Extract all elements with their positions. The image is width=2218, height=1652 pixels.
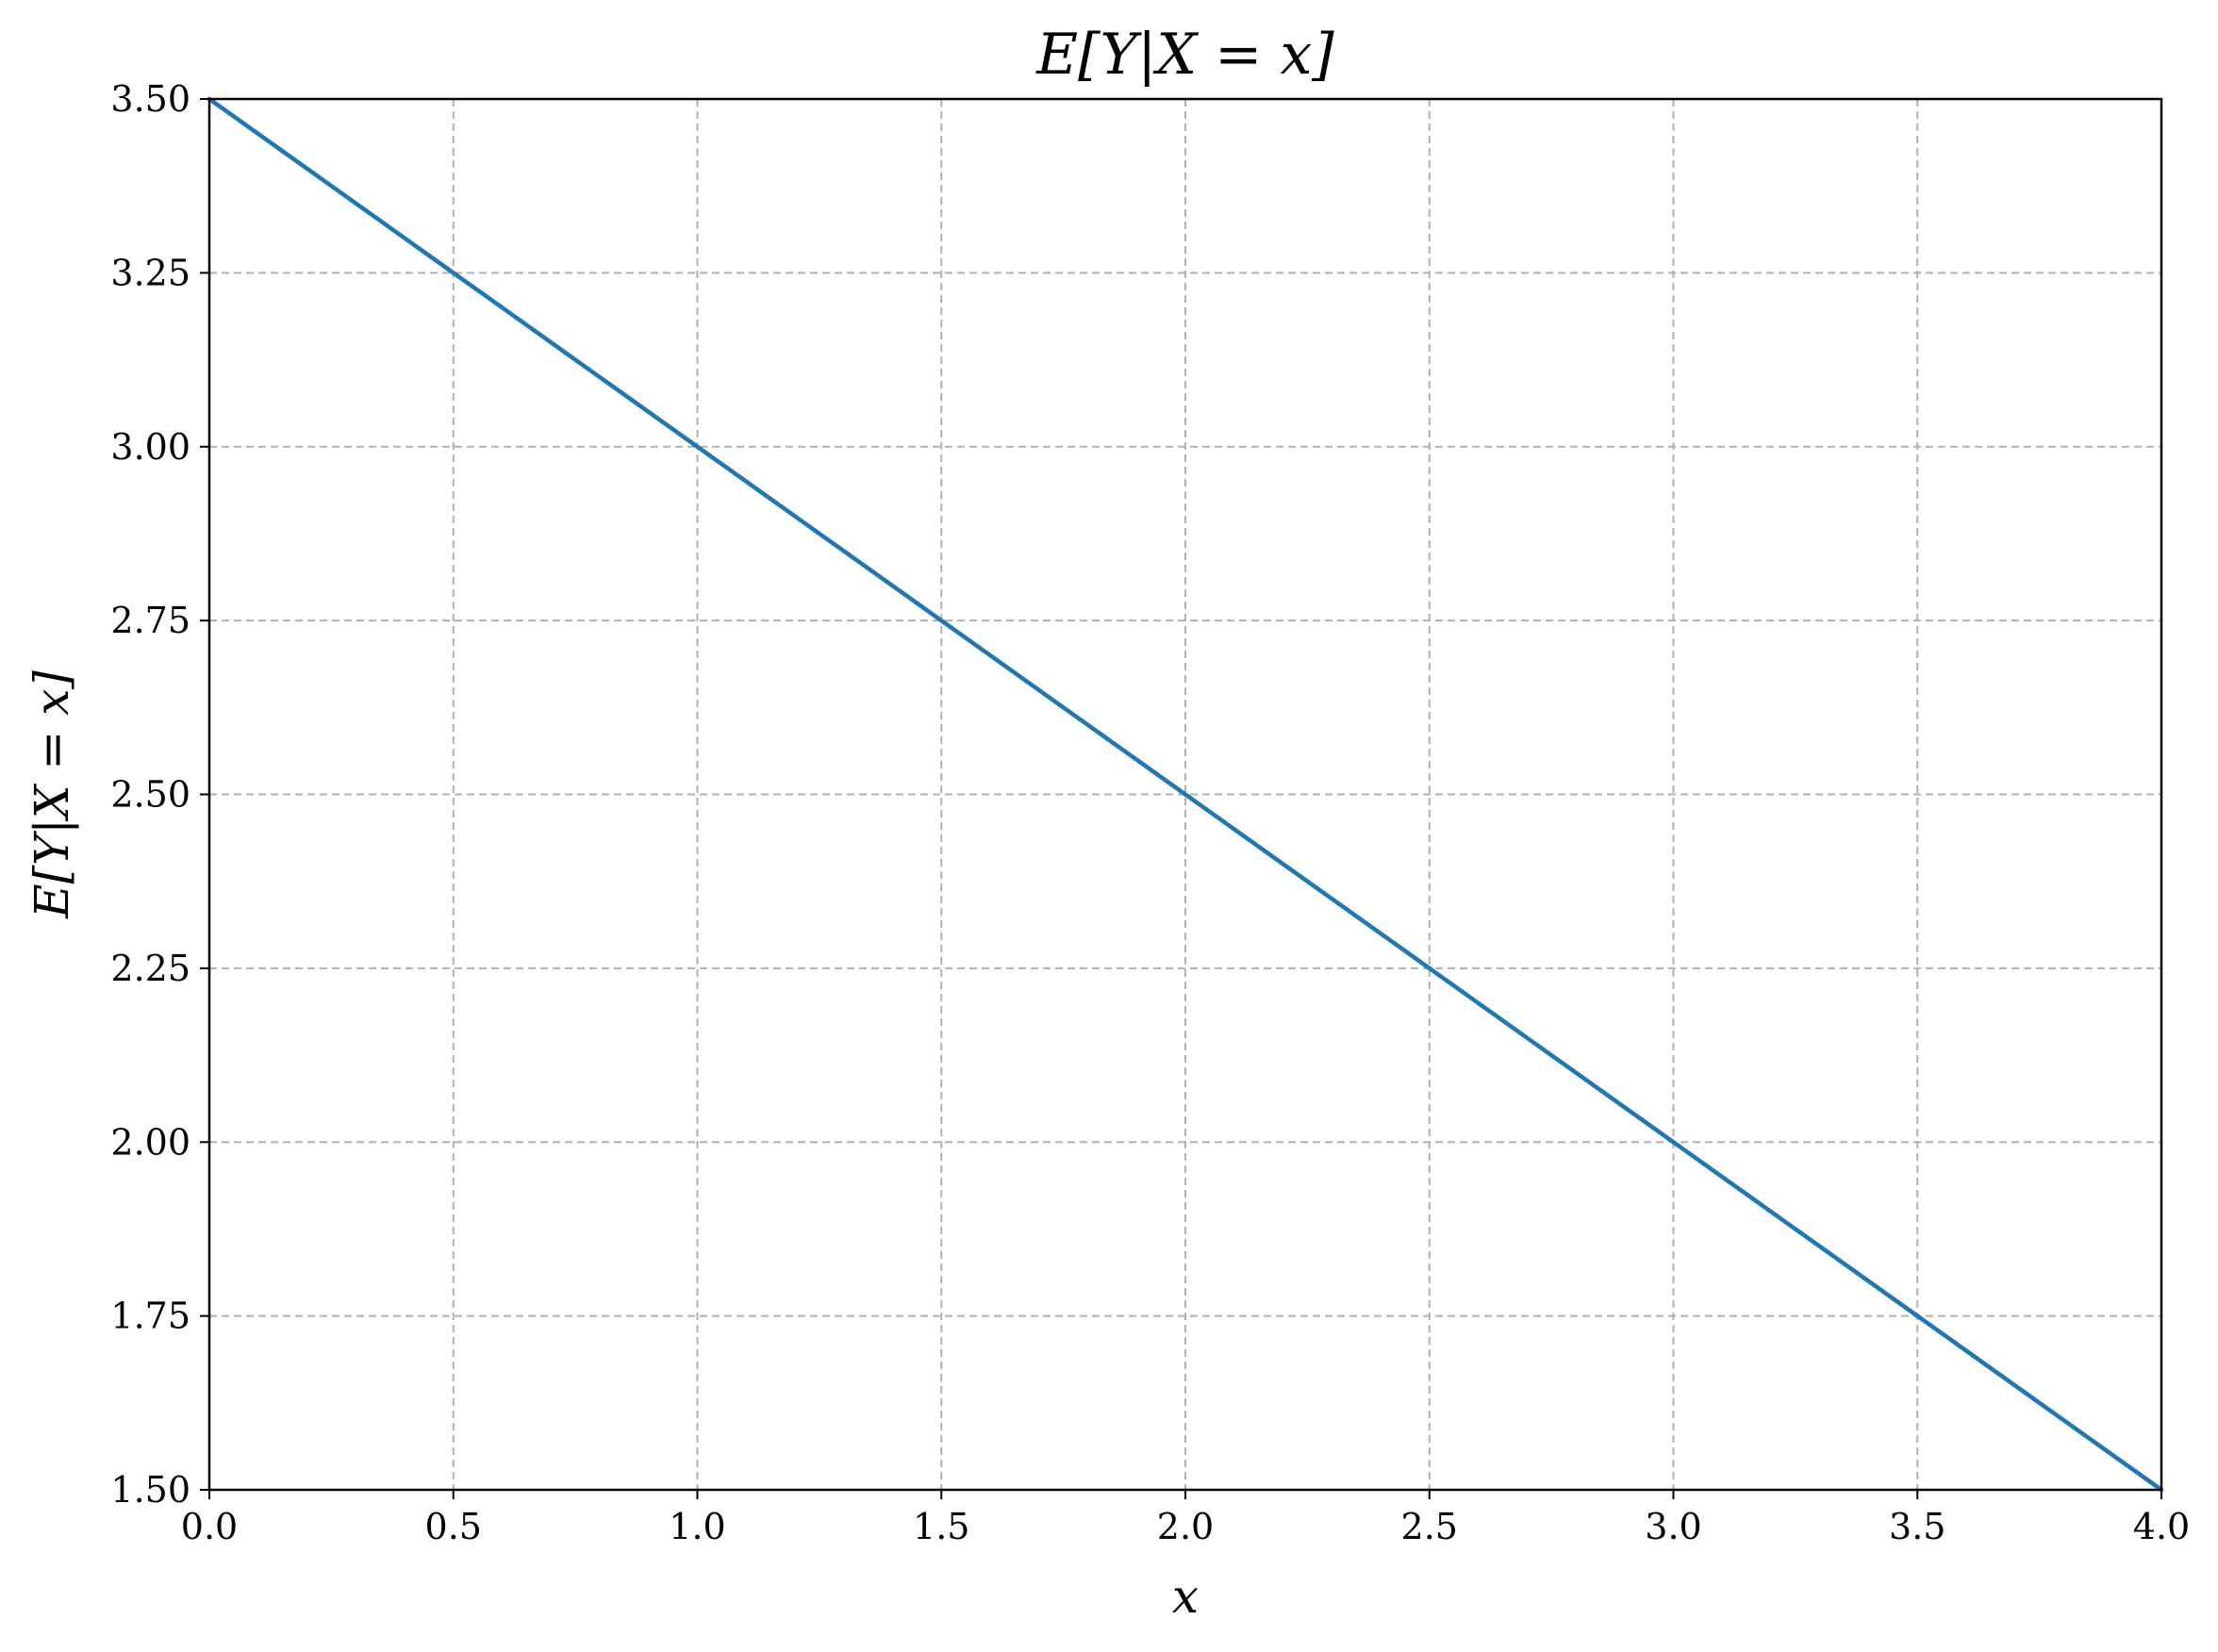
y-axis: 1.50 1.75 2.00 2.25 2.50 2.75 3.00 3.25 3.50 [110,78,209,1511]
y-tick-label: 3.00 [110,426,190,468]
y-tick-label: 2.25 [110,948,190,989]
x-tick-label: 2.5 [1401,1506,1458,1547]
y-tick-label: 2.00 [110,1121,190,1163]
chart-title: E[Y|X = x] [1035,22,1334,88]
x-tick-label: 2.0 [1157,1506,1214,1547]
x-tick-label: 3.5 [1889,1506,1945,1547]
y-tick-label: 3.25 [110,252,190,293]
y-tick-label: 3.50 [110,78,190,120]
series-line [207,96,2164,1493]
x-tick-label: 4.0 [2133,1506,2190,1547]
y-tick-label: 2.75 [110,600,190,641]
x-tick-label: 3.0 [1645,1506,1701,1547]
y-tick-label: 1.50 [110,1469,190,1511]
x-axis: 0.0 0.5 1.0 1.5 2.0 2.5 3.0 3.5 4.0 [181,1490,2190,1547]
x-tick-label: 0.0 [181,1506,238,1547]
y-axis-title: E[Y|X = x] [25,670,79,919]
x-tick-label: 1.0 [669,1506,725,1547]
x-tick-label: 1.5 [913,1506,969,1547]
y-tick-label: 1.75 [110,1296,190,1337]
x-axis-title: x [1172,1569,1199,1624]
series-layer [207,96,2164,1493]
y-tick-label: 2.50 [110,774,190,816]
x-tick-label: 0.5 [425,1506,482,1547]
